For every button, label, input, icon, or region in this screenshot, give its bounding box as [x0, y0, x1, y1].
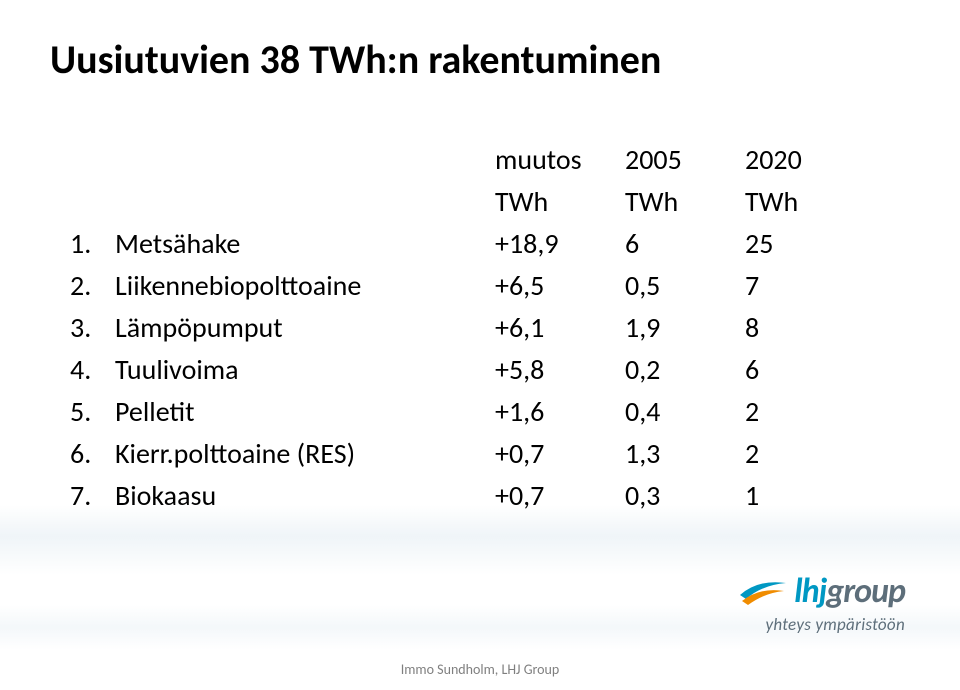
- row-2005: 0,3: [615, 475, 735, 517]
- row-label: Tuulivoima: [115, 349, 485, 391]
- row-2005: 0,2: [615, 349, 735, 391]
- row-label: Pelletit: [115, 391, 485, 433]
- row-number: 3.: [70, 307, 115, 349]
- logo-text-part2: group: [826, 571, 905, 612]
- data-table: muutos 2005 2020 TWh TWh TWh 1. Metsähak…: [70, 139, 910, 517]
- row-label: Kierr.polttoaine (RES): [115, 433, 485, 475]
- table-row: 3. Lämpöpumput +6,1 1,9 8: [70, 307, 910, 349]
- row-label: Liikennebiopolttoaine: [115, 265, 485, 307]
- column-header: 2005: [615, 139, 735, 181]
- row-2020: 6: [735, 349, 835, 391]
- table-header-row: muutos 2005 2020: [70, 139, 910, 181]
- table-row: 4. Tuulivoima +5,8 0,2 6: [70, 349, 910, 391]
- row-2020: 2: [735, 433, 835, 475]
- row-change: +6,5: [485, 265, 615, 307]
- column-unit: TWh: [735, 181, 835, 223]
- row-number: 1.: [70, 223, 115, 265]
- logo-text: lhjgroup: [794, 571, 905, 612]
- row-number: 2.: [70, 265, 115, 307]
- column-unit: TWh: [485, 181, 615, 223]
- row-2005: 0,5: [615, 265, 735, 307]
- row-change: +5,8: [485, 349, 615, 391]
- row-change: +18,9: [485, 223, 615, 265]
- logo: lhjgroup yhteys ympäristöön: [738, 571, 905, 635]
- slide: Uusiutuvien 38 TWh:n rakentuminen muutos…: [0, 0, 960, 690]
- row-2020: 25: [735, 223, 835, 265]
- footer-text: Immo Sundholm, LHJ Group: [0, 661, 960, 678]
- table-unit-row: TWh TWh TWh: [70, 181, 910, 223]
- logo-tagline: yhteys ympäristöön: [738, 614, 905, 635]
- table-row: 7. Biokaasu +0,7 0,3 1: [70, 475, 910, 517]
- column-header: muutos: [485, 139, 615, 181]
- row-label: Biokaasu: [115, 475, 485, 517]
- table-row: 1. Metsähake +18,9 6 25: [70, 223, 910, 265]
- row-2020: 1: [735, 475, 835, 517]
- row-2005: 1,9: [615, 307, 735, 349]
- row-label: Metsähake: [115, 223, 485, 265]
- row-2005: 0,4: [615, 391, 735, 433]
- row-2005: 6: [615, 223, 735, 265]
- row-change: +0,7: [485, 433, 615, 475]
- logo-swoosh-icon: [738, 577, 788, 607]
- row-number: 5.: [70, 391, 115, 433]
- row-2020: 7: [735, 265, 835, 307]
- logo-main: lhjgroup: [738, 571, 905, 612]
- row-2005: 1,3: [615, 433, 735, 475]
- row-change: +6,1: [485, 307, 615, 349]
- row-change: +1,6: [485, 391, 615, 433]
- table-row: 5. Pelletit +1,6 0,4 2: [70, 391, 910, 433]
- row-2020: 2: [735, 391, 835, 433]
- row-number: 7.: [70, 475, 115, 517]
- row-label: Lämpöpumput: [115, 307, 485, 349]
- row-number: 4.: [70, 349, 115, 391]
- column-unit: TWh: [615, 181, 735, 223]
- row-number: 6.: [70, 433, 115, 475]
- table-row: 2. Liikennebiopolttoaine +6,5 0,5 7: [70, 265, 910, 307]
- row-2020: 8: [735, 307, 835, 349]
- row-change: +0,7: [485, 475, 615, 517]
- page-title: Uusiutuvien 38 TWh:n rakentuminen: [50, 35, 910, 84]
- column-header: 2020: [735, 139, 835, 181]
- table-row: 6. Kierr.polttoaine (RES) +0,7 1,3 2: [70, 433, 910, 475]
- logo-text-part1: lhj: [794, 571, 826, 612]
